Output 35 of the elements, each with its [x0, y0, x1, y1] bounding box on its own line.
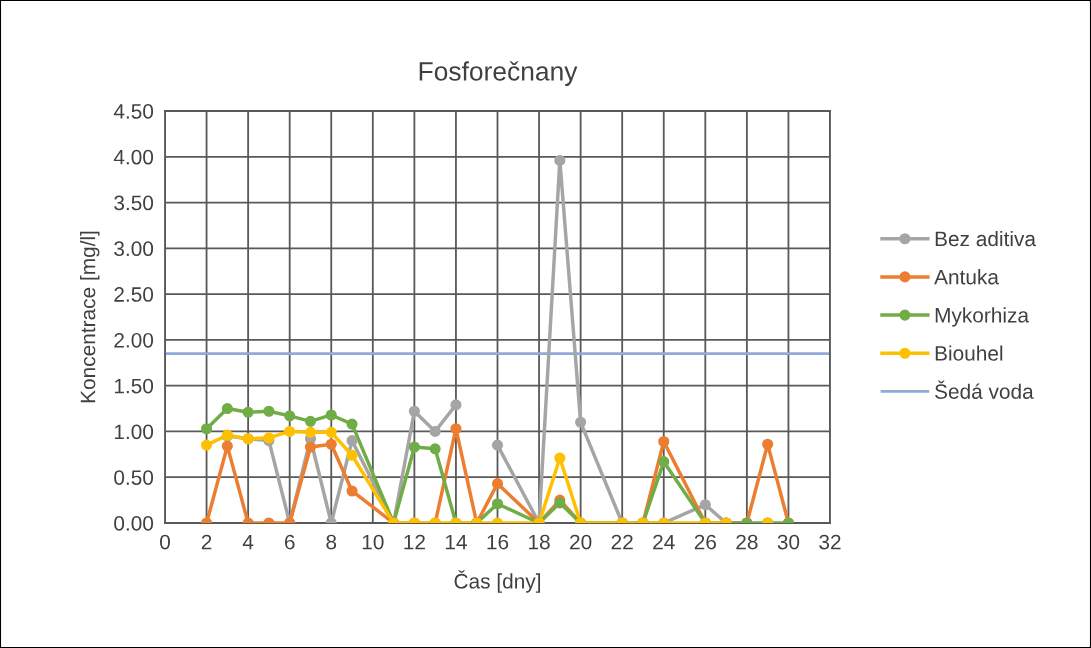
x-axis-title: Čas [dny]	[454, 570, 541, 593]
x-tick-label: 20	[570, 534, 592, 550]
y-tick-label: 3.00	[114, 241, 154, 257]
x-tick-label: 10	[362, 534, 384, 550]
y-tick-label: 2.00	[114, 332, 154, 348]
x-tick-label: 30	[777, 534, 800, 550]
x-tick-label: 18	[529, 534, 550, 550]
y-tick-label: 4.50	[113, 104, 154, 119]
legend-label: Biouhel	[935, 345, 1003, 361]
y-tick-label: 0.00	[114, 516, 154, 531]
x-tick-label: 22	[611, 534, 633, 550]
x-tick-label: 12	[404, 534, 425, 550]
y-tick-label: 1.00	[114, 424, 154, 440]
legend-label: Mykorhiza	[935, 307, 1030, 327]
x-tick-label: 0	[160, 534, 170, 550]
y-axis-title: Koncentrace [mg/l]	[80, 231, 100, 403]
x-tick-label: 2	[201, 534, 212, 550]
x-tick-label: 14	[445, 534, 467, 550]
legend-label: Šedá voda	[935, 380, 1034, 399]
x-tick-label: 32	[819, 534, 841, 550]
y-tick-label: 2.50	[114, 287, 154, 302]
x-tick-label: 6	[284, 534, 295, 550]
x-tick-label: 16	[487, 534, 509, 550]
y-tick-label: 4.00	[113, 149, 154, 165]
x-tick-label: 4	[242, 534, 254, 550]
x-tick-label: 8	[326, 534, 337, 550]
x-tick-label: 26	[694, 534, 716, 550]
x-tick-label: 28	[736, 534, 758, 550]
x-tick-label: 24	[653, 534, 675, 550]
y-tick-label: 1.50	[114, 378, 154, 394]
legend-label: Bez aditiva	[935, 230, 1036, 247]
y-tick-label: 0.50	[114, 470, 154, 485]
y-tick-label: 3.50	[114, 195, 154, 211]
chart-title: Fosforečnany	[419, 61, 578, 86]
legend-label: Antuka	[934, 269, 999, 285]
